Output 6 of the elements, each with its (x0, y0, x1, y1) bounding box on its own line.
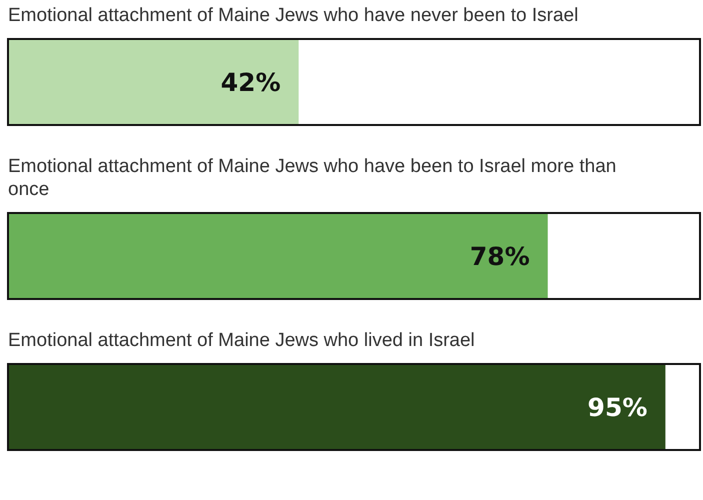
y-tick-label: Emotional attachment of Maine Jews who lived in Israel (8, 330, 475, 351)
y-tick-label: Emotional attachment of Maine Jews who have been to Israel more than once (8, 156, 616, 200)
data-label: 78% (470, 242, 530, 271)
y-tick-label: Emotional attachment of Maine Jews who have never been to Israel (8, 5, 578, 26)
data-label: 42% (220, 68, 281, 97)
data-label: 95% (588, 393, 648, 422)
